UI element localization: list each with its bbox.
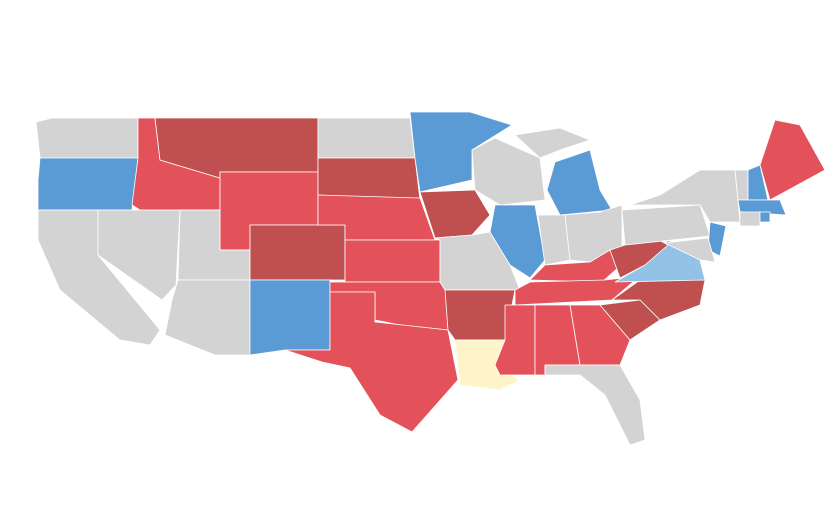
state [317, 157, 421, 201]
state [344, 239, 441, 283]
state [471, 137, 546, 206]
state [249, 224, 346, 281]
state [249, 279, 331, 356]
state [514, 127, 591, 159]
state [489, 204, 546, 279]
state [569, 304, 631, 366]
state [37, 157, 139, 211]
state [35, 117, 139, 159]
state [284, 291, 459, 433]
state [419, 189, 491, 239]
state [317, 117, 416, 159]
state [164, 279, 251, 356]
state [544, 364, 646, 446]
states [35, 111, 826, 446]
state [759, 119, 826, 201]
state [444, 289, 516, 341]
state [759, 211, 771, 223]
state [546, 149, 613, 216]
state [739, 211, 761, 227]
state [409, 111, 513, 193]
state [664, 237, 716, 263]
state [737, 199, 787, 216]
